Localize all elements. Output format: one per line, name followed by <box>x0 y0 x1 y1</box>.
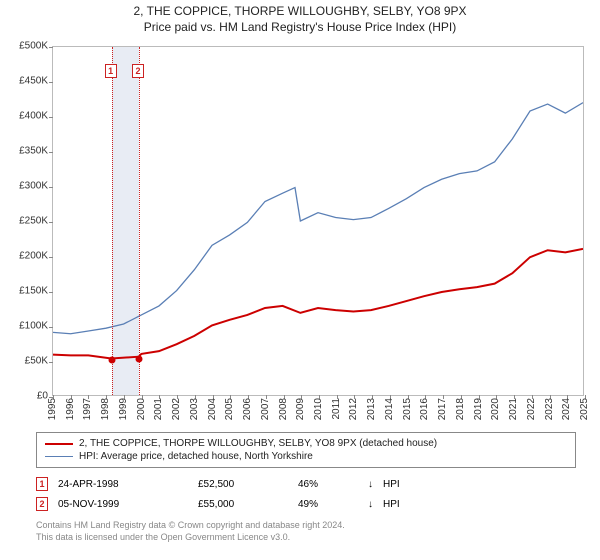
x-axis-tick-label: 2017 <box>437 398 448 420</box>
sale-index-box: 2 <box>36 497 48 511</box>
sale-price: £55,000 <box>198 499 288 510</box>
x-axis-tick-label: 2006 <box>242 398 253 420</box>
sale-point-dot <box>136 355 143 362</box>
chart-subtitle: Price paid vs. HM Land Registry's House … <box>0 20 600 34</box>
sale-arrow: ↓ <box>368 479 373 490</box>
x-axis-tick-label: 2021 <box>508 398 519 420</box>
x-axis-tick-label: 2019 <box>473 398 484 420</box>
x-axis-tick-label: 1999 <box>118 398 129 420</box>
y-axis-tick-label: £100K <box>19 321 48 332</box>
sales-table: 1 24-APR-1998 £52,500 46% ↓ HPI 2 05-NOV-1999 £5… <box>36 474 576 514</box>
x-axis-tick-label: 2013 <box>366 398 377 420</box>
legend-item: 2, THE COPPICE, THORPE WILLOUGHBY, SELBY… <box>45 437 567 450</box>
x-axis-tick-label: 2007 <box>260 398 271 420</box>
x-axis-tick-label: 2014 <box>384 398 395 420</box>
sale-pct: 46% <box>298 479 358 490</box>
x-axis-tick-label: 2000 <box>136 398 147 420</box>
x-axis-tick-label: 1995 <box>47 398 58 420</box>
sale-marker-line <box>139 47 140 395</box>
x-axis-tick-label: 2003 <box>189 398 200 420</box>
legend: 2, THE COPPICE, THORPE WILLOUGHBY, SELBY… <box>36 432 576 468</box>
chart-title: 2, THE COPPICE, THORPE WILLOUGHBY, SELBY… <box>0 4 600 18</box>
y-axis-tick-label: £50K <box>25 356 48 367</box>
x-axis-tick-label: 2010 <box>313 398 324 420</box>
chart-header: 2, THE COPPICE, THORPE WILLOUGHBY, SELBY… <box>0 0 600 34</box>
legend-label: HPI: Average price, detached house, Nort… <box>79 451 313 462</box>
x-axis-tick-label: 2023 <box>544 398 555 420</box>
legend-swatch <box>45 456 73 457</box>
x-axis-tick-label: 2012 <box>348 398 359 420</box>
y-axis-tick-label: £200K <box>19 251 48 262</box>
sale-arrow: ↓ <box>368 499 373 510</box>
x-axis-tick-label: 1998 <box>100 398 111 420</box>
footer-line-2: This data is licensed under the Open Gov… <box>36 532 584 544</box>
x-axis-tick-label: 2011 <box>331 398 342 420</box>
y-axis-tick-label: £350K <box>19 146 48 157</box>
sale-marker-box: 1 <box>105 64 117 78</box>
x-axis-tick-label: 2001 <box>153 398 164 420</box>
legend-label: 2, THE COPPICE, THORPE WILLOUGHBY, SELBY… <box>79 438 437 449</box>
y-axis-tick-label: £400K <box>19 111 48 122</box>
x-axis-tick-label: 2016 <box>419 398 430 420</box>
x-axis-tick-label: 2009 <box>295 398 306 420</box>
x-axis-tick-label: 1996 <box>65 398 76 420</box>
series-line-hpi <box>53 103 583 334</box>
sale-against: HPI <box>383 499 576 510</box>
chart-plot-area <box>52 46 584 396</box>
sale-index-box: 1 <box>36 477 48 491</box>
x-axis-tick-label: 1997 <box>82 398 93 420</box>
series-line-price_paid <box>53 249 583 359</box>
x-axis-tick-label: 2018 <box>455 398 466 420</box>
sale-date: 24-APR-1998 <box>58 479 188 490</box>
x-axis-tick-label: 2005 <box>224 398 235 420</box>
y-axis-tick-label: £150K <box>19 286 48 297</box>
y-axis-tick-label: £450K <box>19 76 48 87</box>
sale-marker-box: 2 <box>132 64 144 78</box>
sale-pct: 49% <box>298 499 358 510</box>
legend-swatch <box>45 443 73 445</box>
y-axis-tick-label: £500K <box>19 41 48 52</box>
footer: Contains HM Land Registry data © Crown c… <box>36 520 584 543</box>
y-axis-tick-label: £300K <box>19 181 48 192</box>
x-axis-tick-label: 2008 <box>278 398 289 420</box>
x-axis-tick-label: 2015 <box>402 398 413 420</box>
footer-line-1: Contains HM Land Registry data © Crown c… <box>36 520 584 532</box>
sale-date: 05-NOV-1999 <box>58 499 188 510</box>
sale-row: 2 05-NOV-1999 £55,000 49% ↓ HPI <box>36 494 576 514</box>
x-axis-tick-label: 2022 <box>526 398 537 420</box>
legend-item: HPI: Average price, detached house, Nort… <box>45 450 567 463</box>
sale-point-dot <box>108 357 115 364</box>
x-axis-tick-label: 2025 <box>579 398 590 420</box>
x-axis-tick-label: 2024 <box>561 398 572 420</box>
x-axis-tick-label: 2020 <box>490 398 501 420</box>
sale-price: £52,500 <box>198 479 288 490</box>
sale-marker-line <box>112 47 113 395</box>
x-axis-tick-label: 2004 <box>207 398 218 420</box>
x-axis-tick-label: 2002 <box>171 398 182 420</box>
sale-row: 1 24-APR-1998 £52,500 46% ↓ HPI <box>36 474 576 494</box>
y-axis-tick-label: £250K <box>19 216 48 227</box>
sale-against: HPI <box>383 479 576 490</box>
chart-lines-svg <box>53 47 583 395</box>
